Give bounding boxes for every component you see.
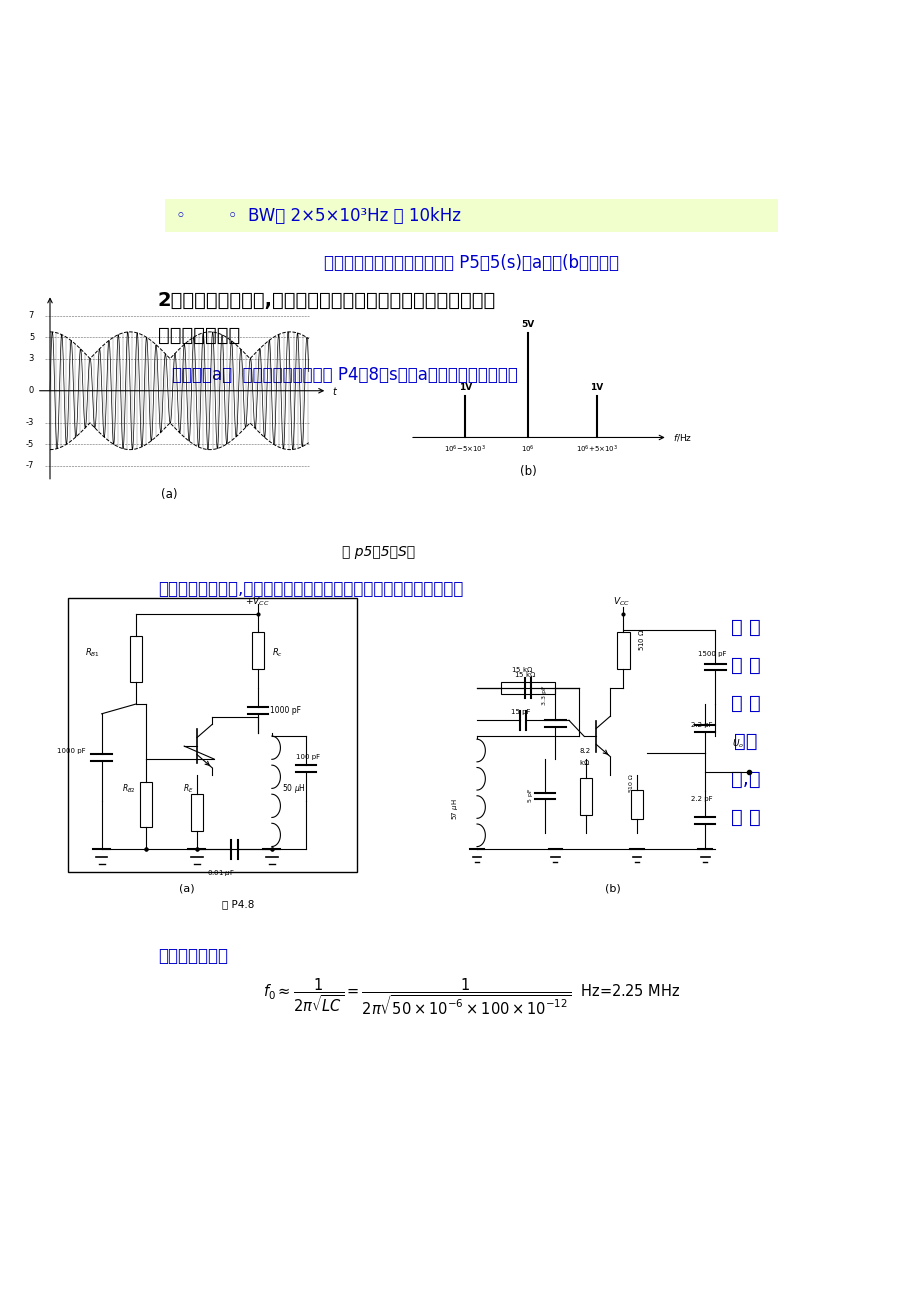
Text: $R_{B1}$: $R_{B1}$ <box>85 647 99 659</box>
Text: -5: -5 <box>26 440 34 449</box>
Text: 5V: 5V <box>521 320 534 329</box>
Text: 容三点式振荡电路,称为克拉波电路。其重要长处是晶体管寄生电容对: 容三点式振荡电路,称为克拉波电路。其重要长处是晶体管寄生电容对 <box>158 581 462 599</box>
Text: 1V: 1V <box>589 383 603 392</box>
Bar <box>630 790 642 819</box>
Bar <box>500 682 555 694</box>
Bar <box>140 781 152 827</box>
Text: 3.3 pF: 3.3 pF <box>541 685 546 706</box>
Text: 调幅波波形和频谱图分别如图 P5．5(s)（a）、(b）所示。: 调幅波波形和频谱图分别如图 P5．5(s)（a）、(b）所示。 <box>323 254 618 272</box>
Text: -3: -3 <box>26 418 34 427</box>
Text: 0.01 $\mu$F: 0.01 $\mu$F <box>207 868 234 879</box>
Text: 5 pF: 5 pF <box>528 789 532 802</box>
Bar <box>130 637 142 681</box>
Text: 振 荡: 振 荡 <box>731 618 760 637</box>
Text: 1V: 1V <box>459 383 471 392</box>
Text: 15 pF: 15 pF <box>511 708 530 715</box>
Text: 50 $\mu$H: 50 $\mu$H <box>282 783 306 796</box>
Text: -7: -7 <box>26 461 34 470</box>
Text: ［解］（a）  电路的交流通路如图 P4．8（s）（a）所示，为改善型电: ［解］（a） 电路的交流通路如图 P4．8（s）（a）所示，为改善型电 <box>172 366 517 384</box>
Bar <box>252 633 264 669</box>
Text: 8.2: 8.2 <box>579 747 590 754</box>
Text: ◦        ◦  BW＝ 2×5×10³Hz ＝ 10kHz: ◦ ◦ BW＝ 2×5×10³Hz ＝ 10kHz <box>176 207 460 225</box>
Text: 图 P4.8: 图 P4.8 <box>221 900 254 910</box>
Text: $f_0 \approx \dfrac{1}{2\pi\sqrt{LC}} = \dfrac{1}{2\pi\sqrt{50\times10^{-6}\time: $f_0 \approx \dfrac{1}{2\pi\sqrt{LC}} = … <box>263 976 679 1017</box>
Text: 5: 5 <box>28 333 34 341</box>
Text: (a): (a) <box>161 488 176 501</box>
Text: 振 荡: 振 荡 <box>731 809 760 827</box>
Bar <box>68 598 357 872</box>
Text: (b): (b) <box>605 883 620 893</box>
Text: 510 $\Omega$: 510 $\Omega$ <box>636 629 645 651</box>
Text: $V_{CC}$: $V_{CC}$ <box>612 595 630 608</box>
Text: (a): (a) <box>179 883 194 893</box>
Text: $f$/Hz: $f$/Hz <box>672 432 691 443</box>
Bar <box>190 794 203 831</box>
Text: 0: 0 <box>28 387 34 396</box>
Text: 1500 pF: 1500 pF <box>698 651 726 656</box>
Text: $10^6{+}5{\times}10^3$: $10^6{+}5{\times}10^3$ <box>575 443 617 454</box>
Text: $R_{B2}$: $R_{B2}$ <box>122 783 136 794</box>
Text: 2.2 pF: 2.2 pF <box>691 721 712 728</box>
Text: 2.2 pF: 2.2 pF <box>691 796 712 802</box>
Text: (b): (b) <box>519 465 536 478</box>
Text: 响很: 响很 <box>733 732 757 751</box>
FancyBboxPatch shape <box>165 199 777 233</box>
Text: 100 pF: 100 pF <box>295 754 320 760</box>
Text: 3: 3 <box>28 354 34 363</box>
Text: 1000 pF: 1000 pF <box>270 706 301 715</box>
Text: $10^6{-}5{\times}10^3$: $10^6{-}5{\times}10^3$ <box>444 443 486 454</box>
Text: 57 $\mu$H: 57 $\mu$H <box>449 798 460 820</box>
Text: $R_c$: $R_c$ <box>272 647 282 659</box>
Text: 2．振荡器如图所示,它们是什么类型振荡器？有何长处？计算各: 2．振荡器如图所示,它们是什么类型振荡器？有何长处？计算各 <box>158 292 495 310</box>
Text: $R_E$: $R_E$ <box>183 783 194 794</box>
Bar <box>617 633 629 669</box>
Bar <box>579 777 592 815</box>
Text: 频率稳定度高。: 频率稳定度高。 <box>158 948 228 965</box>
Text: 7: 7 <box>28 311 34 320</box>
Text: $t$: $t$ <box>332 385 338 397</box>
Text: 小,故: 小,故 <box>731 771 760 789</box>
Text: 的 影: 的 影 <box>731 694 760 713</box>
Text: $+V_{CC}$: $+V_{CC}$ <box>244 595 269 608</box>
Text: 电路的振荡频率: 电路的振荡频率 <box>158 327 240 345</box>
Text: 1000 pF: 1000 pF <box>57 747 86 754</box>
Text: 频 率: 频 率 <box>731 656 760 674</box>
Text: 15 k$\Omega$: 15 k$\Omega$ <box>511 665 533 674</box>
Text: $U_o$: $U_o$ <box>732 737 743 750</box>
Text: k$\Omega$: k$\Omega$ <box>579 759 590 767</box>
Text: 图 p5．5（S）: 图 p5．5（S） <box>342 546 414 560</box>
Text: $10^6$: $10^6$ <box>521 443 535 454</box>
Text: 510 $\Omega$: 510 $\Omega$ <box>626 773 634 793</box>
Text: 15 k$\Omega$: 15 k$\Omega$ <box>514 669 536 678</box>
